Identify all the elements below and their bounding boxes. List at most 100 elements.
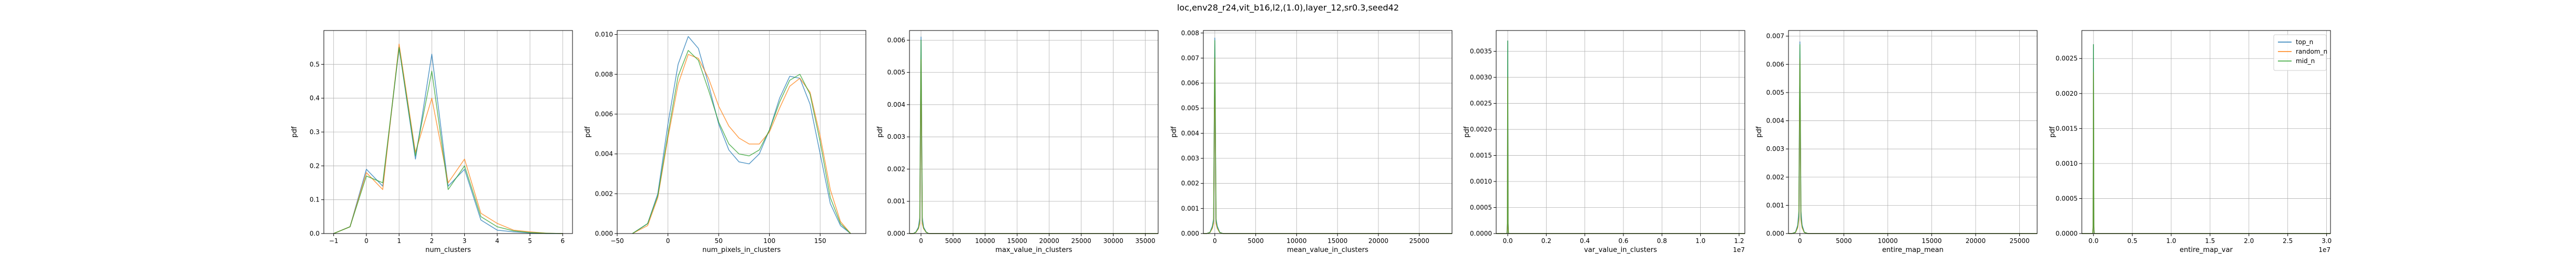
y-tick-label: 0.0020 [2056,90,2078,97]
x-tick-label: 5000 [1836,237,1852,245]
y-tick-label: 0.007 [1181,54,1199,62]
figure-title: loc,env28_r24,vit_b16,l2,(1.0),layer_12,… [1177,3,1399,13]
y-tick-label: 0.008 [1181,29,1199,37]
y-tick-label: 0.007 [1766,33,1784,40]
series-line-top_n [909,36,1158,234]
x-tick-label: 0.8 [1657,237,1667,245]
x-tick-label: 5000 [945,237,962,245]
y-tick-label: 0.0005 [1470,204,1492,211]
y-tick-label: 0.006 [595,110,613,118]
y-tick-label: 0.002 [1766,174,1784,181]
x-tick-label: 10000 [975,237,995,245]
y-tick-label: 0.003 [1766,145,1784,153]
y-tick-label: 0.000 [887,230,905,237]
x-tick-label: 5 [528,237,532,245]
axes-frame [909,30,1159,234]
x-tick-label: −50 [610,237,623,245]
gridlines [1496,31,1745,234]
y-axis-label: pdf [876,126,884,138]
y-tick-label: 0.006 [1766,60,1784,68]
x-tick-label: −1 [329,237,339,245]
series-line-mid_n [2082,44,2330,234]
x-tick-label: 0.2 [1541,237,1551,245]
y-tick-label: 0.004 [1766,117,1784,125]
series-line-top_n [1496,41,1745,234]
subplot-5: 0.0 0.2 0.4 0.6 0.8 1.0 1.2 0.0000 0.0005 0.0010 0… [1463,30,1745,254]
x-tick-label: 35000 [1136,237,1156,245]
y-axis-label: pdf [1170,126,1178,138]
x-tick-label: 0.4 [1580,237,1590,245]
series-line-mid_n [632,50,851,234]
legend: top_n random_n mid_n [2273,34,2327,71]
y-tick-label: 0.003 [887,133,905,140]
x-tick-label: 2.0 [2244,237,2254,245]
x-tick-label: 0.5 [2128,237,2138,245]
x-axis-label: entire_map_var [2180,246,2233,254]
y-tick-label: 0.005 [1181,105,1199,112]
y-tick-label: 0.0015 [1470,152,1492,159]
x-tick-label: 20000 [1966,237,1986,245]
axes-frame [617,30,866,234]
y-tick-label: 0.4 [310,95,320,102]
x-tick-label: 1.5 [2205,237,2215,245]
axes-frame [1788,30,2038,234]
series-line-random_n [1203,57,1452,234]
x-tick-label: 100 [763,237,775,245]
y-axis-label: pdf [584,126,592,138]
x-tick-label: 2 [430,237,434,245]
series-line-top_n [2082,44,2330,234]
series-line-random_n [2082,72,2330,234]
series-line-mid_n [1203,40,1452,234]
y-tick-label: 0.0010 [2056,160,2078,167]
x-tick-label: 2.5 [2283,237,2293,245]
x-tick-label: 0 [666,237,670,245]
x-tick-label: 30000 [1103,237,1123,245]
y-tick-label: 0.0035 [1470,48,1492,55]
y-tick-label: 0.004 [1181,129,1199,137]
y-tick-label: 0.0025 [1470,100,1492,107]
y-tick-label: 0.001 [887,198,905,205]
x-tick-label: 0.0 [1502,237,1512,245]
y-axis-label: pdf [291,126,299,138]
y-tick-label: 0.002 [595,190,613,197]
gridlines [909,31,1158,234]
x-tick-label: 20000 [1368,237,1388,245]
y-tick-label: 0.0025 [2056,55,2078,62]
x-tick-label: 50 [714,237,722,245]
y-tick-label: 0.006 [887,36,905,44]
y-tick-label: 0.0030 [1470,74,1492,81]
y-tick-label: 0.010 [595,31,613,38]
y-tick-label: 0.5 [310,60,320,68]
x-tick-label: 10000 [1286,237,1306,245]
x-axis-label: max_value_in_clusters [995,246,1072,254]
x-tick-label: 0 [1798,237,1802,245]
y-tick-label: 0.0020 [1470,126,1492,133]
legend-label: top_n [2296,38,2313,46]
x-tick-label: 25000 [1409,237,1429,245]
x-tick-label: 15000 [1327,237,1347,245]
series-line-top_n [632,36,851,234]
subplot-3: 0 5000 10000 15000 20000 25000 30000 35000 0.000… [876,30,1159,254]
series-line-top_n [333,47,563,234]
x-tick-label: 15000 [1007,237,1027,245]
y-tick-label: 0.0000 [2056,230,2078,237]
y-tick-label: 0.004 [595,150,613,158]
x-tick-label: 1.0 [2166,237,2176,245]
y-tick-label: 0.003 [1181,155,1199,162]
x-offset-label: 1e7 [2318,246,2330,254]
x-tick-label: 0 [919,237,923,245]
x-tick-label: 10000 [1878,237,1898,245]
y-axis-label: pdf [1755,126,1763,138]
axes-frame [2081,30,2331,234]
y-tick-label: 0.002 [887,165,905,173]
y-tick-label: 0.2 [310,162,320,169]
x-tick-label: 0 [364,237,369,245]
y-axis-label: pdf [2049,126,2057,138]
y-tick-label: 0.1 [310,196,320,204]
y-tick-label: 0.000 [1766,230,1784,237]
y-tick-label: 0.002 [1181,180,1199,187]
series-line-random_n [1788,58,2037,234]
x-axis-label: var_value_in_clusters [1584,246,1657,254]
x-tick-label: 1 [397,237,401,245]
gridlines [324,31,573,234]
